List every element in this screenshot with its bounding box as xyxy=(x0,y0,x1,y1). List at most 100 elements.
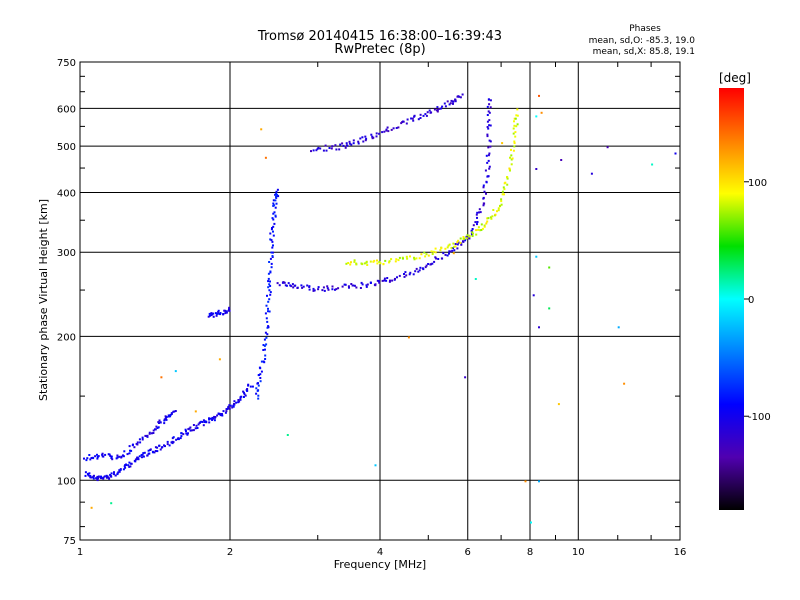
echo-point xyxy=(267,300,270,303)
echo-point xyxy=(187,428,190,431)
echo-point xyxy=(331,285,334,288)
echo-point xyxy=(96,478,99,481)
echo-point xyxy=(209,417,212,420)
y-tick-label: 500 xyxy=(57,142,76,153)
echo-point xyxy=(136,456,139,459)
echo-point xyxy=(444,247,447,250)
echo-point xyxy=(211,419,214,421)
echo-point xyxy=(417,270,420,273)
echo-point xyxy=(159,421,162,424)
echo-point xyxy=(189,429,192,432)
echo-point xyxy=(359,287,362,289)
echo-point xyxy=(232,404,235,407)
echo-point xyxy=(352,139,355,142)
echo-point xyxy=(109,473,112,476)
echo-point xyxy=(312,287,315,290)
echo-point xyxy=(313,289,316,292)
echo-point xyxy=(122,454,124,457)
echo-point xyxy=(274,199,277,202)
echo-point xyxy=(270,266,273,269)
noise-point xyxy=(524,480,527,483)
echo-point xyxy=(361,263,364,266)
echo-point xyxy=(452,102,454,105)
echo-point xyxy=(269,293,272,296)
echo-point xyxy=(324,144,327,147)
echo-point xyxy=(353,260,356,263)
echo-point xyxy=(385,128,388,131)
echo-point xyxy=(448,103,451,106)
echo-point xyxy=(406,118,409,121)
echo-point xyxy=(512,127,515,130)
x-tick-label: 1 xyxy=(77,547,83,558)
echo-point xyxy=(133,446,136,449)
echo-point xyxy=(264,312,267,315)
echo-point xyxy=(257,397,260,400)
noise-point xyxy=(452,252,455,255)
echo-point xyxy=(315,149,318,152)
echo-point xyxy=(444,253,447,256)
echo-point xyxy=(415,267,418,270)
echo-point xyxy=(204,420,207,423)
echo-point xyxy=(272,202,275,205)
echo-point xyxy=(113,471,115,474)
echo-point xyxy=(172,410,175,413)
echo-point xyxy=(482,184,485,187)
echo-point xyxy=(273,222,276,225)
echo-point xyxy=(409,271,412,274)
echo-point xyxy=(346,144,349,147)
echo-point xyxy=(272,234,275,237)
echo-point xyxy=(208,417,210,420)
echo-point xyxy=(446,254,449,257)
echo-point xyxy=(341,142,344,145)
echo-point xyxy=(425,264,428,267)
echo-point xyxy=(454,243,457,245)
echo-point xyxy=(89,476,92,479)
echo-point xyxy=(487,217,490,220)
echo-point xyxy=(419,266,422,269)
noise-point xyxy=(174,370,177,373)
echo-point xyxy=(452,242,455,245)
echo-point xyxy=(487,154,490,157)
echo-point xyxy=(489,124,492,127)
echo-point xyxy=(158,419,161,422)
echo-point xyxy=(427,263,430,265)
echo-point xyxy=(267,307,269,310)
echo-point xyxy=(217,412,220,415)
echo-point xyxy=(500,200,503,203)
echo-point xyxy=(446,246,449,249)
echo-point xyxy=(118,470,121,473)
echo-point xyxy=(421,267,424,270)
echo-point xyxy=(180,435,183,438)
echo-point xyxy=(510,148,512,151)
noise-point xyxy=(548,307,551,310)
echo-point xyxy=(257,394,260,397)
echo-point xyxy=(453,249,456,252)
echo-point xyxy=(125,463,127,466)
echo-point xyxy=(510,154,513,157)
colorbar-tick-label: 100 xyxy=(748,178,767,189)
echo-point xyxy=(371,135,374,138)
echo-point xyxy=(352,284,355,287)
noise-point xyxy=(286,434,289,436)
echo-point xyxy=(269,280,271,283)
echo-point xyxy=(103,475,106,478)
echo-point xyxy=(233,403,235,405)
echo-point xyxy=(345,262,348,265)
echo-point xyxy=(452,100,454,103)
echo-point xyxy=(479,229,482,232)
echo-point xyxy=(208,421,211,424)
echo-point xyxy=(319,147,322,150)
echo-point xyxy=(276,282,279,285)
echo-point xyxy=(246,388,249,390)
echo-point xyxy=(515,114,518,117)
echo-point xyxy=(271,227,273,229)
echo-point xyxy=(419,117,422,119)
echo-point xyxy=(488,111,491,114)
echo-point xyxy=(257,384,260,387)
echo-point xyxy=(397,126,400,129)
chart-title: Tromsø 20140415 16:38:00–16:39:43 xyxy=(257,29,502,44)
echo-point xyxy=(488,152,491,155)
echo-point xyxy=(337,287,340,290)
echo-point xyxy=(92,477,95,480)
echo-point xyxy=(446,100,449,103)
